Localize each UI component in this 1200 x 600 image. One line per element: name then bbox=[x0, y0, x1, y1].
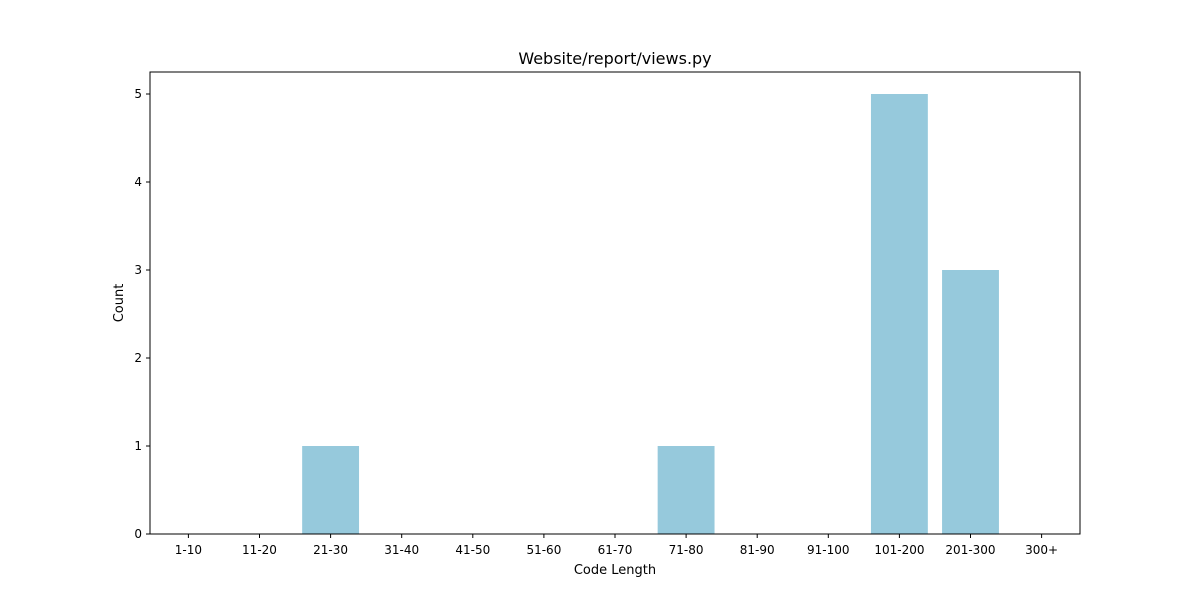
x-tick-label: 41-50 bbox=[455, 543, 490, 557]
bars-group bbox=[302, 94, 999, 534]
x-tick-label: 61-70 bbox=[598, 543, 633, 557]
y-tick-label: 1 bbox=[134, 439, 142, 453]
y-tick-label: 2 bbox=[134, 351, 142, 365]
y-axis-label: Count bbox=[112, 284, 127, 323]
x-tick-label: 71-80 bbox=[669, 543, 704, 557]
bar-71-80 bbox=[657, 446, 715, 534]
plot-frame bbox=[149, 71, 1081, 535]
x-tick-label: 51-60 bbox=[526, 543, 561, 557]
x-tick-label: 300+ bbox=[1025, 543, 1058, 557]
y-tick-label: 4 bbox=[134, 175, 142, 189]
bar-201-300 bbox=[942, 270, 999, 534]
y-axis: 0 1 2 3 4 5 bbox=[134, 87, 150, 541]
x-tick-label: 11-20 bbox=[242, 543, 277, 557]
bar-101-200 bbox=[870, 94, 928, 534]
x-axis-label: Code Length bbox=[574, 563, 656, 578]
y-tick-label: 0 bbox=[134, 527, 142, 541]
x-tick-label: 81-90 bbox=[740, 543, 775, 557]
x-tick-label: 91-100 bbox=[807, 543, 850, 557]
x-tick-label: 101-200 bbox=[874, 543, 924, 557]
bar-21-30 bbox=[302, 446, 360, 534]
x-axis: 1-10 11-20 21-30 31-40 41-50 51-60 61-70 71-80 8… bbox=[175, 534, 1058, 557]
y-tick-label: 5 bbox=[134, 87, 142, 101]
x-tick-label: 31-40 bbox=[384, 543, 419, 557]
x-tick-label: 21-30 bbox=[313, 543, 348, 557]
x-tick-label: 1-10 bbox=[175, 543, 202, 557]
chart-title: Website/report/views.py bbox=[518, 49, 711, 68]
x-tick-label: 201-300 bbox=[945, 543, 995, 557]
y-tick-label: 3 bbox=[134, 263, 142, 277]
